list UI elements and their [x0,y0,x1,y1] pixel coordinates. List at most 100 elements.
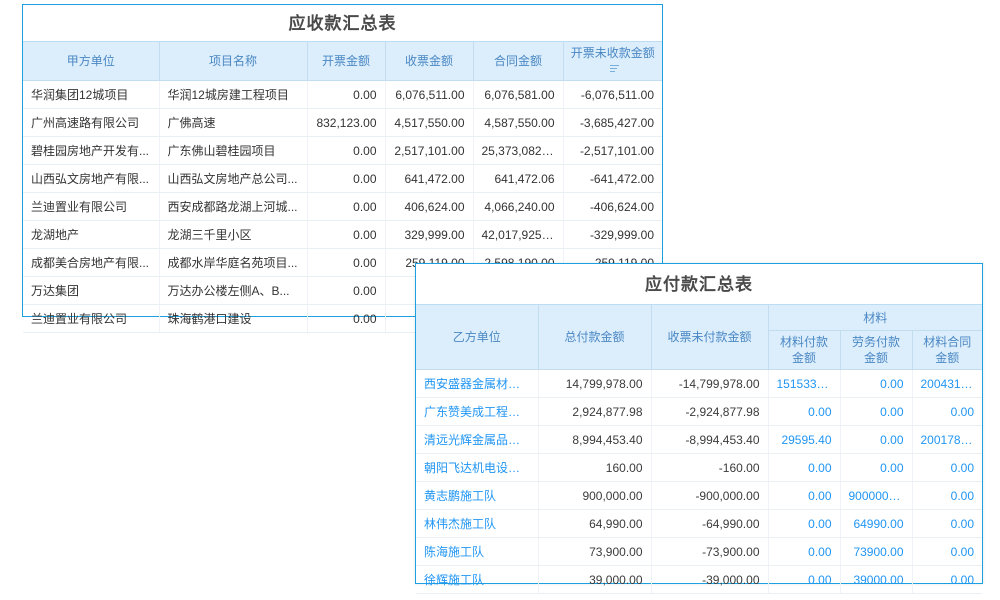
table-cell: 151533.00 [768,369,841,398]
col-header-total-paid[interactable]: 总付款金额 [538,305,652,370]
table-cell: 0.00 [307,248,386,277]
table-cell: -900,000.00 [651,481,769,510]
table-cell: 73,900.00 [538,537,652,566]
table-row[interactable]: 陈海施工队 73,900.00 -73,900.00 0.00 73900.00 0.00 [416,537,982,566]
table-cell: -641,472.00 [563,164,662,193]
table-cell: 华润12城房建工程项目 [159,80,308,109]
table-row[interactable]: 龙湖地产 龙湖三千里小区 0.00 329,999.00 42,017,925.00 -3… [23,220,662,249]
receivable-table-body: 华润集团12城项目 华润12城房建工程项目 0.00 6,076,511.00 6,07… [23,80,662,333]
table-cell: 200178.00 [912,425,982,454]
table-cell: 广东佛山碧桂园项目 [159,136,308,165]
payable-group-header-row: 乙方单位 总付款金额 收票未付款金额 材料 [416,305,982,370]
table-cell: 0.00 [912,537,982,566]
table-cell: -8,994,453.40 [651,425,769,454]
table-cell: 8,994,453.40 [538,425,652,454]
table-cell: 64990.00 [840,509,913,538]
table-cell: 0.00 [912,453,982,482]
table-cell: 641,472.00 [385,164,474,193]
table-cell: 徐辉施工队 [416,565,539,594]
col-header-project-name[interactable]: 项目名称 [159,42,308,81]
payable-summary-panel: 应付款汇总表 乙方单位 总付款金额 收票未付款金额 材料 材料付款金额 劳务付款… [415,263,983,594]
table-cell: 4,587,550.00 [473,108,564,137]
table-cell: 山西弘文房地产总公司... [159,164,308,193]
receivable-table: 甲方单位 项目名称 开票金额 收票金额 合同金额 开票未收款金额 华润集团12城… [23,42,662,333]
table-row[interactable]: 兰迪置业有限公司 西安成都路龙湖上河城... 0.00 406,624.00 4,066… [23,192,662,221]
table-cell: 兰迪置业有限公司 [23,304,160,333]
table-cell: 广佛高速 [159,108,308,137]
table-row[interactable]: 广东赞美成工程有限 2,924,877.98 -2,924,877.98 0.00 0.… [416,397,982,426]
table-cell: 4,066,240.00 [473,192,564,221]
table-cell: 42,017,925.00 [473,220,564,249]
table-cell: 0.00 [768,397,841,426]
col-header-unpaid-invoiced[interactable]: 收票未付款金额 [651,305,769,370]
col-group-header-material: 材料 [768,305,982,331]
table-cell: -160.00 [651,453,769,482]
table-cell: 200431.00 [912,369,982,398]
col-header-material-contract[interactable]: 材料合同金额 [912,330,982,370]
table-cell: -3,685,427.00 [563,108,662,137]
table-cell: 万达办公楼左侧A、B... [159,276,308,305]
table-row[interactable]: 清远光辉金属品有限 8,994,453.40 -8,994,453.40 29595.… [416,425,982,454]
col-header-party-b[interactable]: 乙方单位 [416,305,539,370]
table-cell: 900,000.00 [538,481,652,510]
table-cell: 29595.40 [768,425,841,454]
table-cell: 2,517,101.00 [385,136,474,165]
table-cell: 0.00 [912,481,982,510]
table-cell: 0.00 [768,537,841,566]
table-cell: 6,076,581.00 [473,80,564,109]
table-row[interactable]: 华润集团12城项目 华润12城房建工程项目 0.00 6,076,511.00 6,07… [23,80,662,109]
table-cell: 406,624.00 [385,192,474,221]
table-cell: 0.00 [912,397,982,426]
receivable-panel-title: 应收款汇总表 [23,5,662,42]
table-cell: -406,624.00 [563,192,662,221]
table-row[interactable]: 西安盛器金属材料有 14,799,978.00 -14,799,978.00 1515… [416,369,982,398]
sort-descending-icon[interactable] [609,65,619,74]
table-cell: 朝阳飞达机电设备有 [416,453,539,482]
table-row[interactable]: 广州高速路有限公司 广佛高速 832,123.00 4,517,550.00 4,587… [23,108,662,137]
table-cell: 碧桂园房地产开发有... [23,136,160,165]
table-cell: 山西弘文房地产有限... [23,164,160,193]
payable-table-scroll[interactable]: 乙方单位 总付款金额 收票未付款金额 材料 材料付款金额 劳务付款金额 材料合同… [416,305,982,594]
table-cell: 4,517,550.00 [385,108,474,137]
table-row[interactable]: 林伟杰施工队 64,990.00 -64,990.00 0.00 64990.00 0.0… [416,509,982,538]
table-cell: 黄志鹏施工队 [416,481,539,510]
table-cell: 160.00 [538,453,652,482]
payable-header-row: 材料付款金额 劳务付款金额 材料合同金额 [416,330,982,370]
table-row[interactable]: 碧桂园房地产开发有... 广东佛山碧桂园项目 0.00 2,517,101.00 25,… [23,136,662,165]
col-header-labor-paid[interactable]: 劳务付款金额 [840,330,913,370]
table-cell: 0.00 [768,509,841,538]
table-cell: 0.00 [768,453,841,482]
col-header-contract-amount[interactable]: 合同金额 [473,42,564,81]
table-cell: 广东赞美成工程有限 [416,397,539,426]
table-cell: 龙湖地产 [23,220,160,249]
receivable-header-row: 甲方单位 项目名称 开票金额 收票金额 合同金额 开票未收款金额 [23,42,662,81]
payable-table-body: 西安盛器金属材料有 14,799,978.00 -14,799,978.00 1515… [416,369,982,594]
table-cell: 0.00 [768,565,841,594]
table-cell: 清远光辉金属品有限 [416,425,539,454]
table-cell: 0.00 [307,192,386,221]
col-header-received-amount[interactable]: 收票金额 [385,42,474,81]
table-cell: 39,000.00 [538,565,652,594]
table-cell: 0.00 [307,136,386,165]
col-header-material-paid[interactable]: 材料付款金额 [768,330,841,370]
receivable-summary-panel: 应收款汇总表 甲方单位 项目名称 开票金额 收票金额 合同金额 开票未收款金额 … [22,4,663,333]
table-cell: 林伟杰施工队 [416,509,539,538]
col-header-unreceived-amount[interactable]: 开票未收款金额 [563,42,662,81]
receivable-table-scroll[interactable]: 甲方单位 项目名称 开票金额 收票金额 合同金额 开票未收款金额 华润集团12城… [23,42,662,333]
col-header-invoiced-amount[interactable]: 开票金额 [307,42,386,81]
col-header-party-a[interactable]: 甲方单位 [23,42,160,81]
table-cell: 0.00 [307,276,386,305]
table-row[interactable]: 黄志鹏施工队 900,000.00 -900,000.00 0.00 900000.00… [416,481,982,510]
table-cell: 0.00 [840,425,913,454]
table-cell: -73,900.00 [651,537,769,566]
table-cell: -39,000.00 [651,565,769,594]
table-cell: -2,924,877.98 [651,397,769,426]
table-row[interactable]: 山西弘文房地产有限... 山西弘文房地产总公司... 0.00 641,472.00 6… [23,164,662,193]
table-cell: 14,799,978.00 [538,369,652,398]
table-cell: 龙湖三千里小区 [159,220,308,249]
table-cell: 西安盛器金属材料有 [416,369,539,398]
table-row[interactable]: 徐辉施工队 39,000.00 -39,000.00 0.00 39000.00 0.00 [416,565,982,594]
payable-panel-title: 应付款汇总表 [416,264,982,305]
table-cell: 成都美合房地产有限... [23,248,160,277]
table-row[interactable]: 朝阳飞达机电设备有 160.00 -160.00 0.00 0.00 0.00 [416,453,982,482]
